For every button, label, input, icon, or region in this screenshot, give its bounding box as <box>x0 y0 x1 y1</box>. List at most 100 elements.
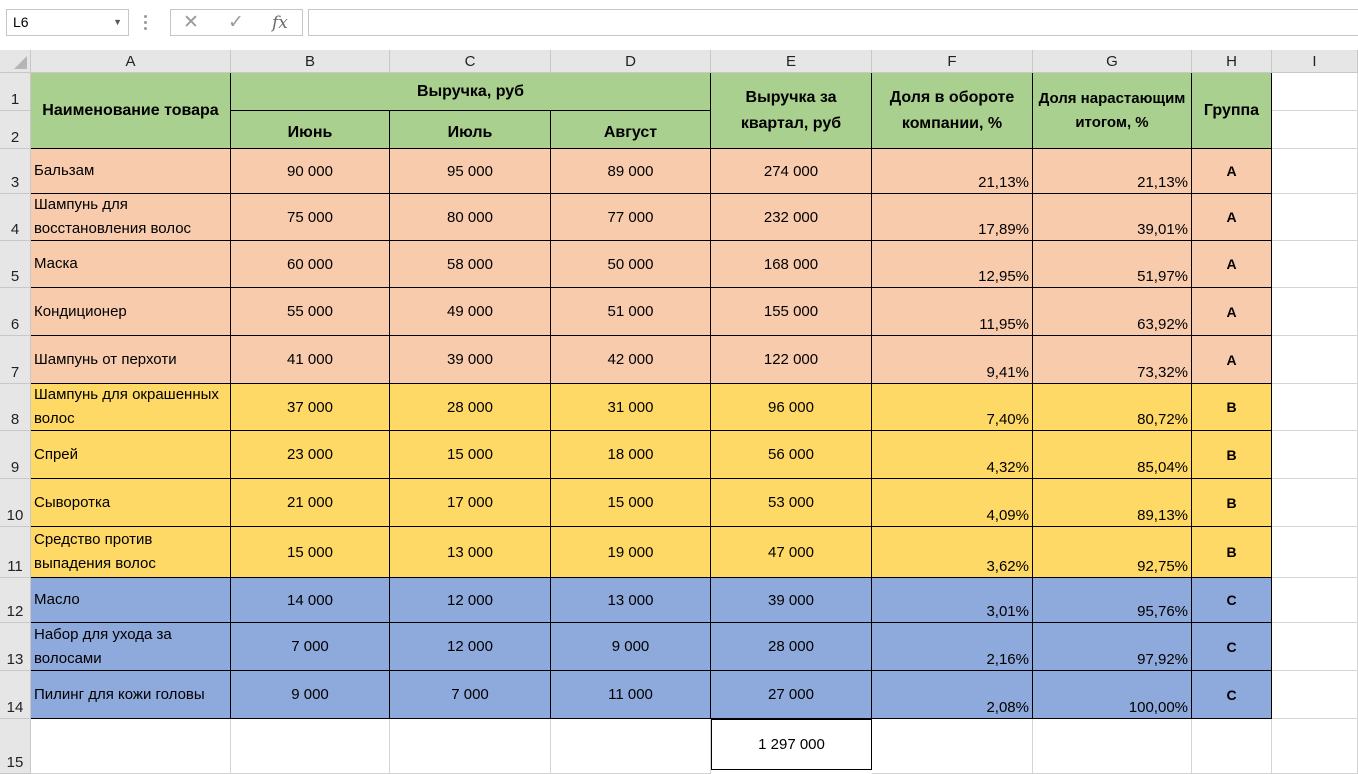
item-name[interactable]: Пилинг для кожи головы <box>31 671 231 719</box>
header-cumulative[interactable]: Доля нарастающим итогом, % <box>1033 73 1192 149</box>
item-july[interactable]: 15 000 <box>390 431 551 479</box>
item-august[interactable]: 13 000 <box>551 578 711 623</box>
check-icon[interactable]: ✓ <box>228 12 244 33</box>
item-group[interactable]: A <box>1192 149 1272 194</box>
item-august[interactable]: 15 000 <box>551 479 711 527</box>
row-header-15[interactable]: 15 <box>0 719 31 774</box>
item-june[interactable]: 7 000 <box>231 623 390 671</box>
chevron-down-icon[interactable]: ▼ <box>113 17 122 27</box>
cell-i11[interactable] <box>1272 527 1358 578</box>
item-share[interactable]: 3,01% <box>872 578 1033 623</box>
item-cumulative[interactable]: 95,76% <box>1033 578 1192 623</box>
item-cumulative[interactable]: 100,00% <box>1033 671 1192 719</box>
row-header-10[interactable]: 10 <box>0 479 31 527</box>
item-name[interactable]: Набор для ухода за волосами <box>31 623 231 671</box>
formula-input[interactable] <box>308 9 1358 36</box>
item-group[interactable]: B <box>1192 479 1272 527</box>
cell-i12[interactable] <box>1272 578 1358 623</box>
item-quarter[interactable]: 232 000 <box>711 194 872 241</box>
cancel-icon[interactable]: ✕ <box>183 12 199 33</box>
cell-row15-i[interactable] <box>1272 719 1358 774</box>
row-header-3[interactable]: 3 <box>0 149 31 194</box>
item-august[interactable]: 11 000 <box>551 671 711 719</box>
cell-i14[interactable] <box>1272 671 1358 719</box>
item-quarter[interactable]: 39 000 <box>711 578 872 623</box>
item-august[interactable]: 18 000 <box>551 431 711 479</box>
header-name[interactable]: Наименование товара <box>31 73 231 149</box>
column-header-f[interactable]: F <box>872 50 1033 73</box>
item-august[interactable]: 77 000 <box>551 194 711 241</box>
item-cumulative[interactable]: 85,04% <box>1033 431 1192 479</box>
item-june[interactable]: 41 000 <box>231 336 390 384</box>
item-june[interactable]: 37 000 <box>231 384 390 431</box>
row-header-13[interactable]: 13 <box>0 623 31 671</box>
item-cumulative[interactable]: 51,97% <box>1033 241 1192 288</box>
item-quarter[interactable]: 47 000 <box>711 527 872 578</box>
item-share[interactable]: 12,95% <box>872 241 1033 288</box>
cell-row15-c[interactable] <box>390 719 551 774</box>
item-share[interactable]: 2,08% <box>872 671 1033 719</box>
item-july[interactable]: 58 000 <box>390 241 551 288</box>
item-cumulative[interactable]: 73,32% <box>1033 336 1192 384</box>
item-quarter[interactable]: 96 000 <box>711 384 872 431</box>
item-cumulative[interactable]: 97,92% <box>1033 623 1192 671</box>
item-name[interactable]: Бальзам <box>31 149 231 194</box>
name-box[interactable]: L6 ▼ <box>6 9 129 36</box>
item-august[interactable]: 19 000 <box>551 527 711 578</box>
item-group[interactable]: C <box>1192 578 1272 623</box>
item-june[interactable]: 15 000 <box>231 527 390 578</box>
cell-i7[interactable] <box>1272 336 1358 384</box>
item-june[interactable]: 21 000 <box>231 479 390 527</box>
item-quarter[interactable]: 122 000 <box>711 336 872 384</box>
item-quarter[interactable]: 56 000 <box>711 431 872 479</box>
item-august[interactable]: 31 000 <box>551 384 711 431</box>
item-group[interactable]: C <box>1192 671 1272 719</box>
item-cumulative[interactable]: 39,01% <box>1033 194 1192 241</box>
item-group[interactable]: C <box>1192 623 1272 671</box>
row-header-14[interactable]: 14 <box>0 671 31 719</box>
item-name[interactable]: Шампунь от перхоти <box>31 336 231 384</box>
item-june[interactable]: 55 000 <box>231 288 390 336</box>
row-header-5[interactable]: 5 <box>0 241 31 288</box>
column-header-c[interactable]: C <box>390 50 551 73</box>
item-name[interactable]: Спрей <box>31 431 231 479</box>
item-share[interactable]: 21,13% <box>872 149 1033 194</box>
total-quarter[interactable]: 1 297 000 <box>711 719 872 770</box>
cell-i3[interactable] <box>1272 149 1358 194</box>
cell-row15-a[interactable] <box>31 719 231 774</box>
item-july[interactable]: 12 000 <box>390 578 551 623</box>
item-name[interactable]: Масло <box>31 578 231 623</box>
item-june[interactable]: 9 000 <box>231 671 390 719</box>
item-june[interactable]: 23 000 <box>231 431 390 479</box>
row-header-11[interactable]: 11 <box>0 527 31 578</box>
cell-i4[interactable] <box>1272 194 1358 241</box>
header-june[interactable]: Июнь <box>231 111 390 149</box>
item-quarter[interactable]: 274 000 <box>711 149 872 194</box>
column-header-h[interactable]: H <box>1192 50 1272 73</box>
item-august[interactable]: 51 000 <box>551 288 711 336</box>
item-june[interactable]: 14 000 <box>231 578 390 623</box>
row-header-1[interactable]: 1 <box>0 73 31 111</box>
cell-i13[interactable] <box>1272 623 1358 671</box>
item-group[interactable]: A <box>1192 288 1272 336</box>
item-name[interactable]: Кондиционер <box>31 288 231 336</box>
item-name[interactable]: Сыворотка <box>31 479 231 527</box>
item-share[interactable]: 4,09% <box>872 479 1033 527</box>
row-header-12[interactable]: 12 <box>0 578 31 623</box>
item-quarter[interactable]: 53 000 <box>711 479 872 527</box>
item-june[interactable]: 90 000 <box>231 149 390 194</box>
column-header-i[interactable]: I <box>1272 50 1358 73</box>
item-quarter[interactable]: 27 000 <box>711 671 872 719</box>
header-july[interactable]: Июль <box>390 111 551 149</box>
cell-i9[interactable] <box>1272 431 1358 479</box>
item-july[interactable]: 17 000 <box>390 479 551 527</box>
item-share[interactable]: 7,40% <box>872 384 1033 431</box>
cell-row15-d[interactable] <box>551 719 711 774</box>
item-june[interactable]: 60 000 <box>231 241 390 288</box>
item-share[interactable]: 9,41% <box>872 336 1033 384</box>
cell-i8[interactable] <box>1272 384 1358 431</box>
cell-row15-b[interactable] <box>231 719 390 774</box>
item-group[interactable]: B <box>1192 527 1272 578</box>
item-july[interactable]: 28 000 <box>390 384 551 431</box>
row-header-2[interactable]: 2 <box>0 111 31 149</box>
